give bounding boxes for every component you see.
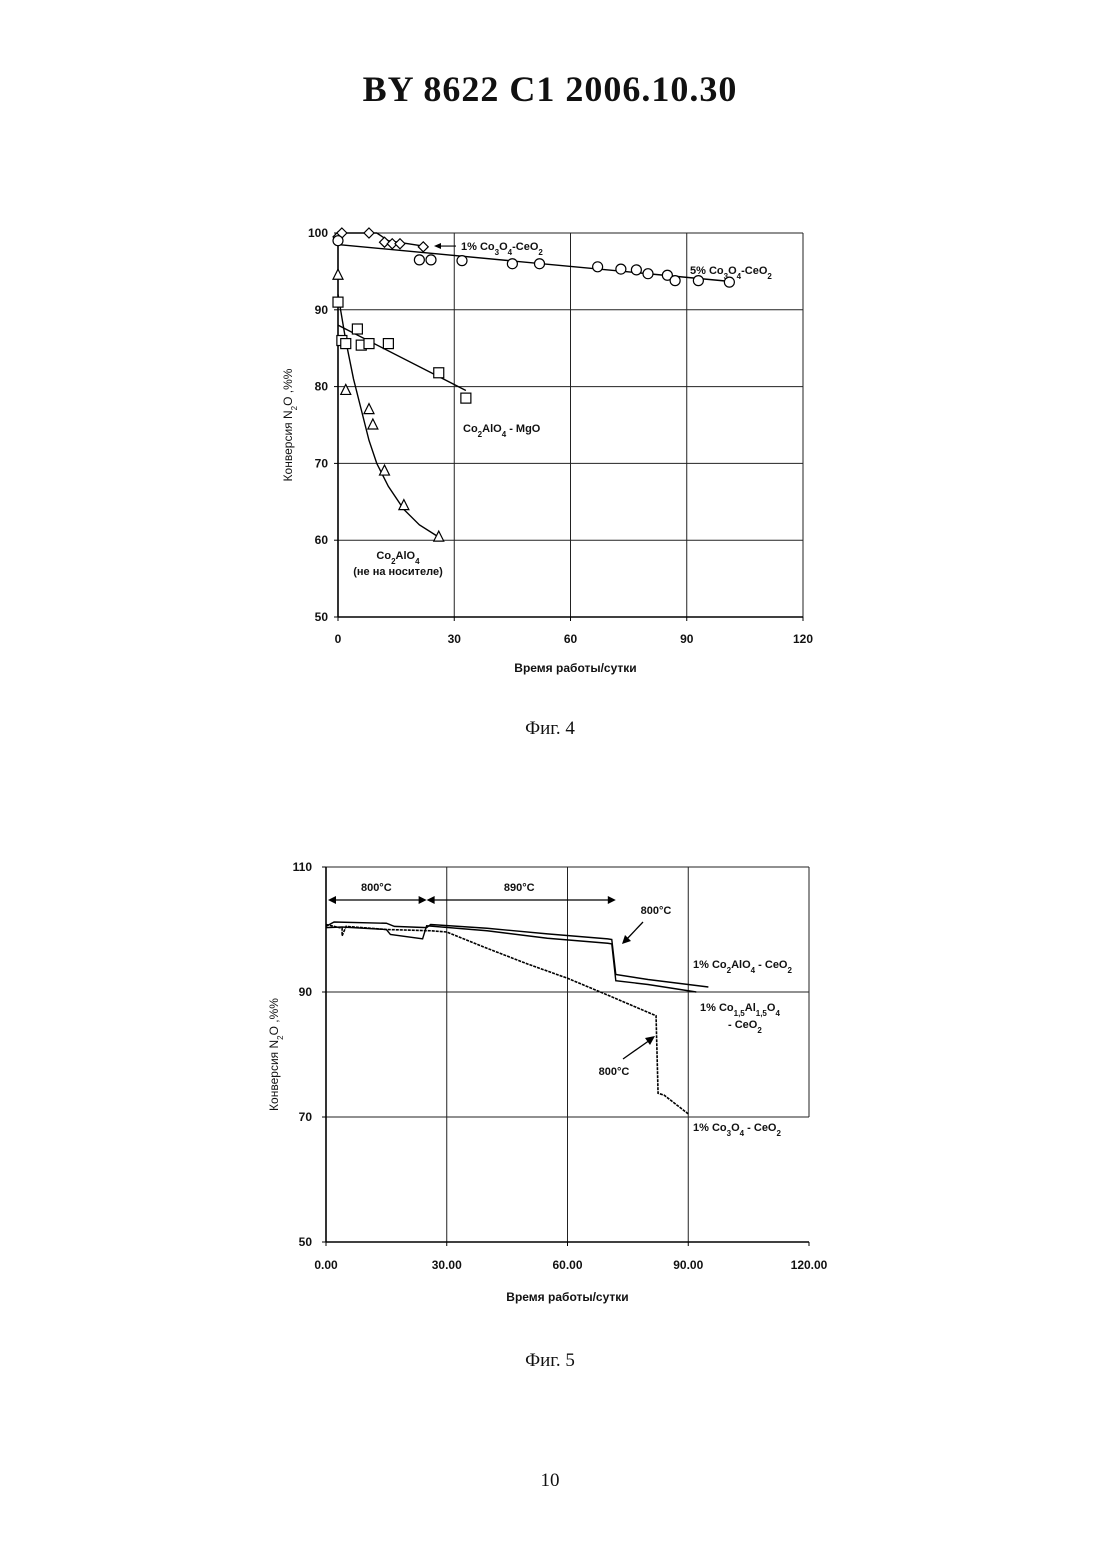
page-number: 10: [0, 1470, 1100, 1492]
annotation-arrowhead: [645, 1036, 655, 1045]
series-label-co15al15o4: 1% Co1,5Al1,5O4: [700, 1002, 780, 1018]
x-tick-label: 0.00: [314, 1258, 338, 1272]
temp-label-800-initial: 800°C: [361, 882, 392, 894]
figure-5-caption: Фиг. 5: [0, 1350, 1100, 1372]
x-tick-label: 90.00: [673, 1258, 703, 1272]
temp-label-890: 890°C: [504, 882, 535, 894]
series-label-co15al15o4-ceo2: - CeO2: [728, 1019, 762, 1035]
series-line: [326, 922, 708, 987]
temp-label-800-upper: 800°C: [641, 905, 672, 917]
y-tick-label: 110: [293, 860, 313, 874]
x-axis-label: Время работы/сутки: [506, 1290, 628, 1304]
temp-label-800-lower: 800°C: [599, 1066, 630, 1078]
series-label-co3o4: 1% Co3O4 - CeO2: [693, 1122, 782, 1138]
document-page: BY 8622 C1 2006.10.30 506070809010003060…: [0, 0, 1100, 1556]
x-tick-label: 30.00: [432, 1258, 462, 1272]
figure-4-caption: Фиг. 4: [0, 718, 1100, 740]
figure-5-chart: 50 70 90 110 0.00 30.00 60.00 90.00 120.00 Время …: [0, 0, 1100, 1556]
range-arrow-890-head-left: [427, 896, 435, 904]
series-line: [326, 926, 696, 992]
x-tick-label: 60.00: [552, 1258, 582, 1272]
annotation-arrow: [623, 1040, 650, 1059]
y-tick-label: 90: [299, 985, 313, 999]
x-tick-label: 120.00: [791, 1258, 828, 1272]
range-arrow-800-head-right: [419, 896, 427, 904]
y-tick-label: 70: [299, 1110, 313, 1124]
range-arrow-800-head-left: [328, 896, 336, 904]
series-line: [326, 925, 688, 1114]
y-axis-label: Конверсия N2O ,%%: [267, 998, 285, 1111]
series-label-co2alo4: 1% Co2AlO4 - CeO2: [693, 959, 793, 975]
range-arrow-890-head-right: [608, 896, 616, 904]
annotation-arrow: [626, 922, 643, 940]
y-tick-label: 50: [299, 1235, 313, 1249]
